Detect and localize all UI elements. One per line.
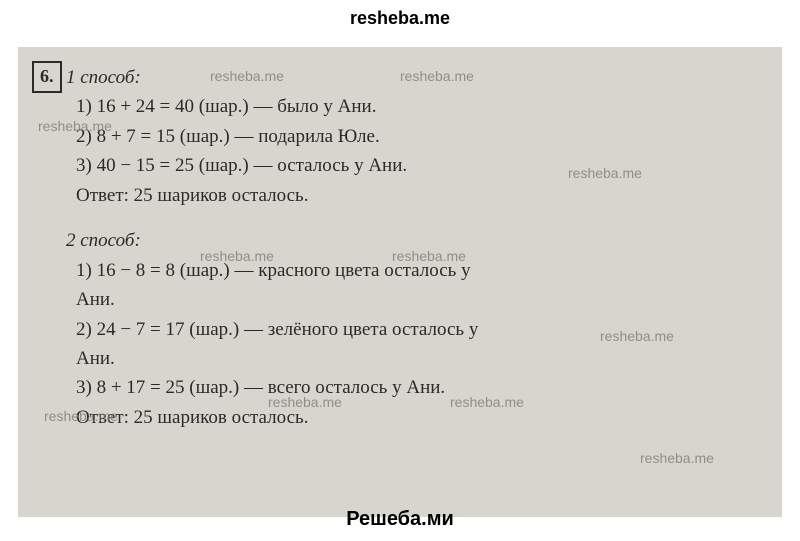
problem-number: 6.: [32, 61, 62, 93]
method2-title: 2 способ:: [66, 226, 752, 255]
site-header: resheba.me: [0, 0, 800, 37]
method2-step-2b: Ани.: [66, 344, 752, 373]
method2-answer: Ответ: 25 шариков осталось.: [66, 403, 752, 432]
method1-answer: Ответ: 25 шариков осталось.: [66, 181, 752, 210]
method2-step-1: 1) 16 − 8 = 8 (шар.) — красного цвета ос…: [66, 256, 752, 285]
method2-step-2: 2) 24 − 7 = 17 (шар.) — зелёного цвета о…: [66, 315, 752, 344]
method1-step-2: 2) 8 + 7 = 15 (шар.) — подарила Юле.: [66, 122, 752, 151]
method1-step-3: 3) 40 − 15 = 25 (шар.) — осталось у Ани.: [66, 151, 752, 180]
site-footer: Решеба.ми: [0, 498, 800, 541]
method1-step-1: 1) 16 + 24 = 40 (шар.) — было у Ани.: [66, 92, 752, 121]
method2-step-1b: Ани.: [66, 285, 752, 314]
page-content: 6. 1 способ: 1) 16 + 24 = 40 (шар.) — бы…: [18, 47, 782, 517]
method2-step-3: 3) 8 + 17 = 25 (шар.) — всего осталось у…: [66, 373, 752, 402]
method1-title: 1 способ:: [66, 63, 752, 92]
